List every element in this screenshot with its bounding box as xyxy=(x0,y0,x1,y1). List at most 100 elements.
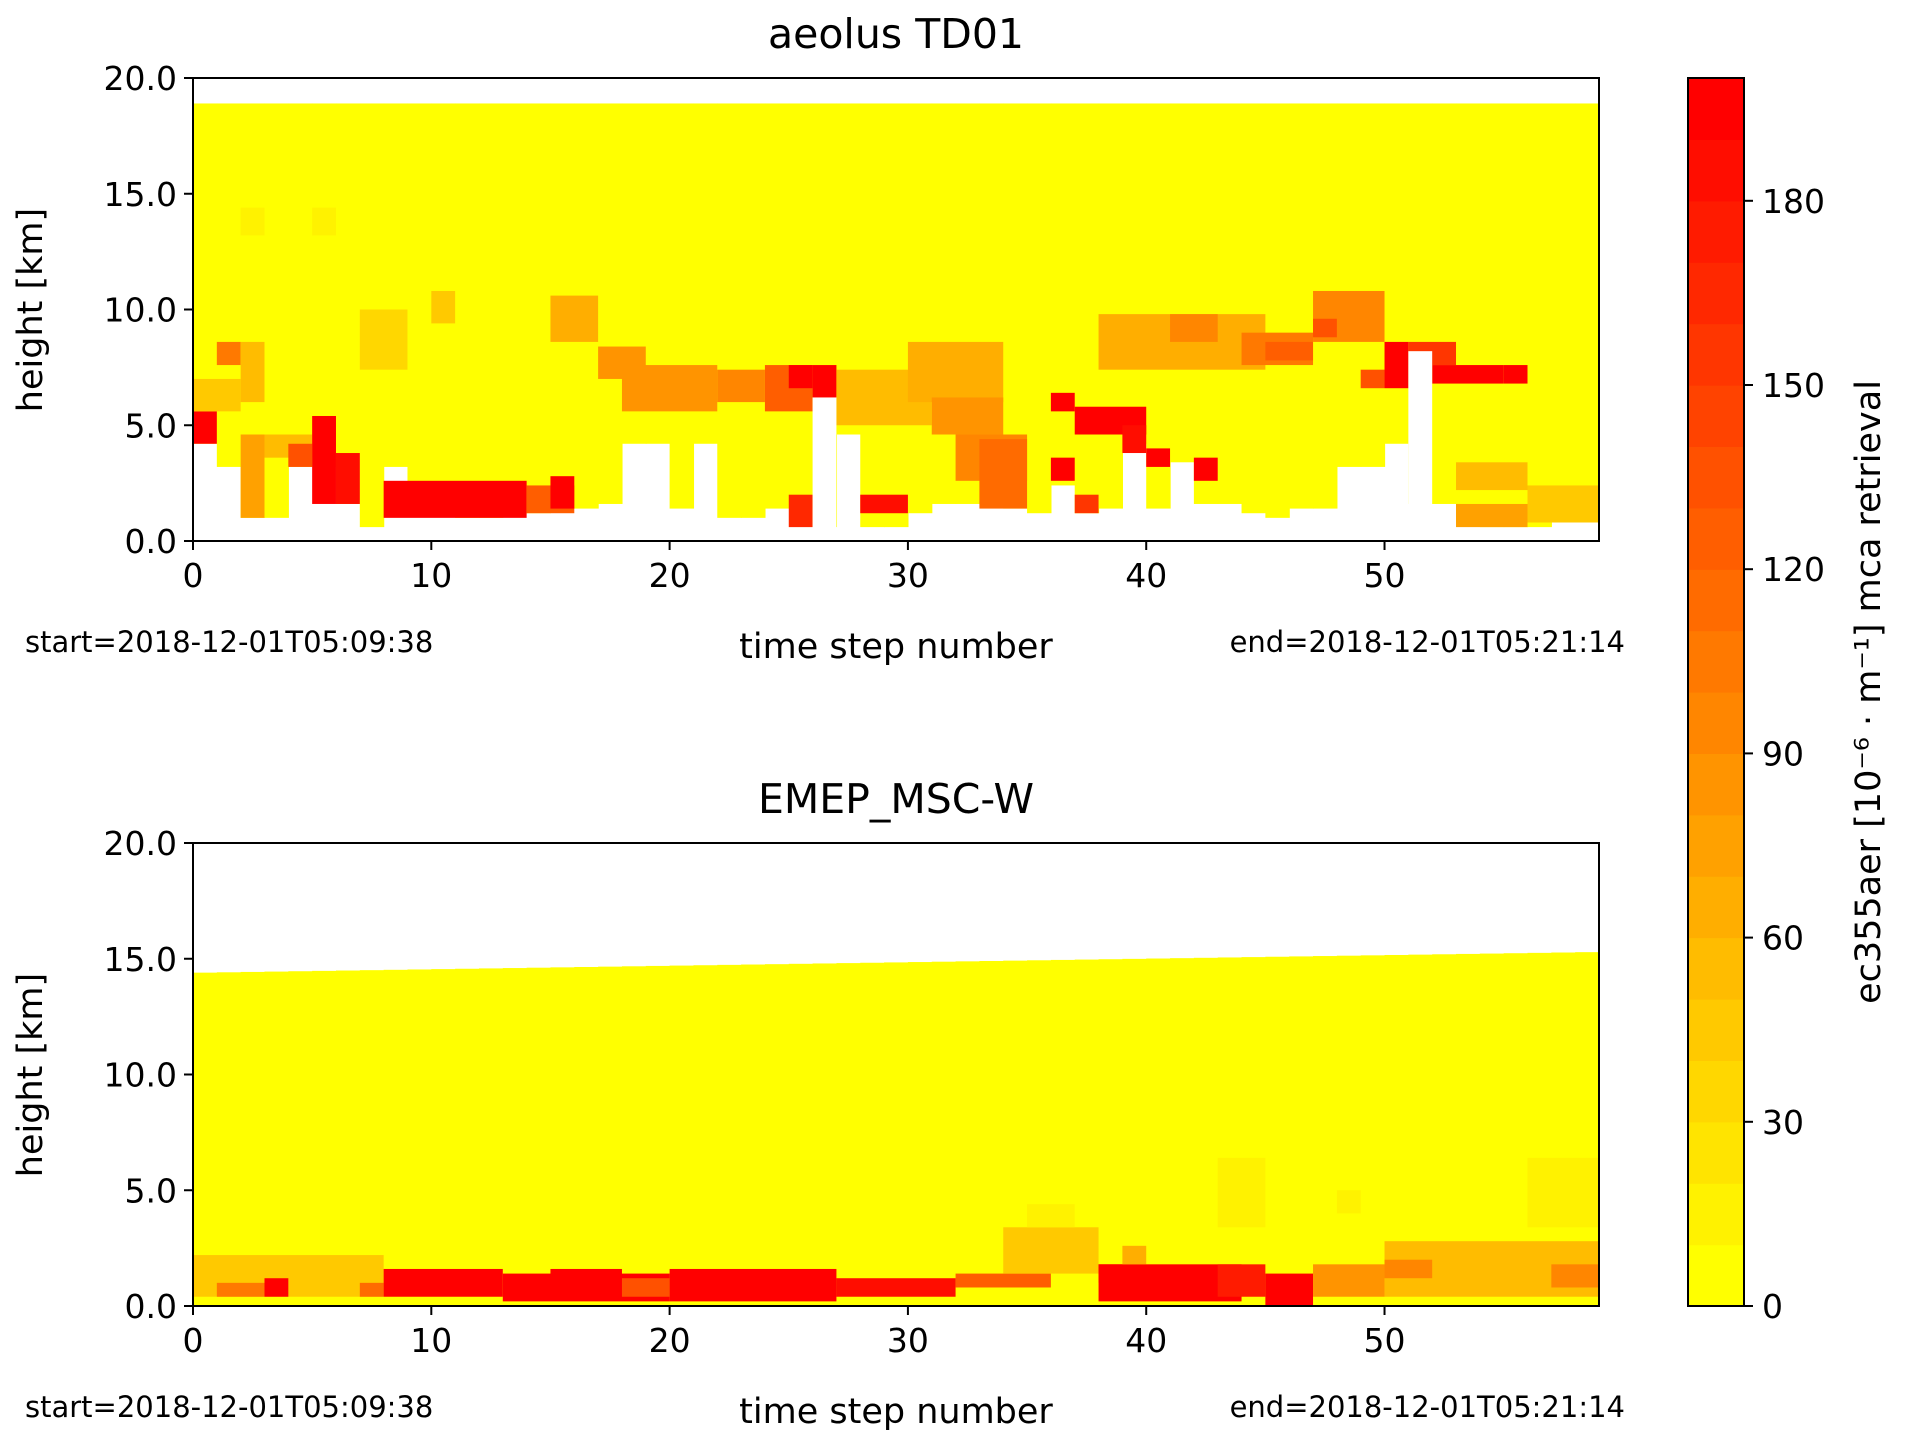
x-ticks: 0 10 20 30 40 50 xyxy=(183,541,1406,595)
end-time-label: end=2018-12-01T05:21:14 xyxy=(1230,1390,1625,1424)
y-ticks: 0.0 5.0 10.0 15.0 20.0 xyxy=(104,59,193,561)
heatmap-cell xyxy=(621,1278,670,1297)
heatmap-column xyxy=(693,965,718,1306)
heatmap-column xyxy=(502,968,528,1306)
heatmap-column xyxy=(312,970,337,1306)
colorbar-level xyxy=(1688,446,1744,509)
heatmap-column xyxy=(788,103,814,509)
colorbar-level xyxy=(1688,507,1744,570)
x-tick-label: 10 xyxy=(410,556,452,595)
heatmap-column xyxy=(264,971,289,1306)
colorbar-level xyxy=(1688,139,1744,202)
start-time-label: start=2018-12-01T05:09:38 xyxy=(25,625,433,659)
y-tick-label: 10.0 xyxy=(104,1056,177,1095)
heatmap-column xyxy=(884,962,909,1306)
heatmap-cell xyxy=(1384,1259,1433,1279)
x-ticks: 0 10 20 30 40 50 xyxy=(183,1306,1406,1360)
heatmap-cell xyxy=(1050,392,1075,412)
colorbar-level xyxy=(1688,569,1744,632)
heatmap-cell xyxy=(907,341,1004,403)
heatmap-cell xyxy=(1265,341,1314,361)
heatmap-column xyxy=(788,963,814,1306)
heatmap-column xyxy=(1098,959,1123,1306)
x-tick-label: 20 xyxy=(649,1321,691,1360)
x-tick-label: 40 xyxy=(1125,556,1167,595)
y-tick-label: 15.0 xyxy=(104,175,177,214)
heatmap-cell xyxy=(860,494,908,514)
y-axis-label: height [km] xyxy=(11,973,51,1177)
heatmap-cell xyxy=(1527,1157,1599,1228)
heatmap-column xyxy=(407,969,432,1306)
heatmap-column xyxy=(1551,103,1576,523)
colorbar-level xyxy=(1688,876,1744,939)
heatmap-cell xyxy=(1170,314,1218,342)
heatmap-column xyxy=(741,964,766,1306)
heatmap-cell xyxy=(717,369,765,403)
heatmap-column xyxy=(216,972,242,1306)
heatmap-cell xyxy=(1003,1227,1099,1274)
x-tick-label: 50 xyxy=(1364,556,1406,595)
heatmap-cell xyxy=(550,476,575,509)
heatmap-column xyxy=(335,103,361,504)
heatmap-column xyxy=(645,965,671,1306)
heatmap-column xyxy=(193,972,218,1306)
heatmap-cell xyxy=(1146,448,1171,467)
heatmap-cell xyxy=(1384,341,1409,389)
heatmap-column xyxy=(1098,103,1123,509)
heatmap-column xyxy=(1146,958,1171,1306)
x-tick-label: 30 xyxy=(887,556,929,595)
heatmap-column xyxy=(1241,103,1266,514)
x-tick-label: 40 xyxy=(1125,1321,1167,1360)
heatmap-column xyxy=(1360,103,1386,467)
heatmap-cell xyxy=(1122,1245,1147,1265)
end-time-label: end=2018-12-01T05:21:14 xyxy=(1230,625,1625,659)
heatmap-column xyxy=(1479,103,1505,528)
colorbar-tick-label: 150 xyxy=(1762,366,1825,405)
heatmap-cell xyxy=(931,397,1004,435)
colorbar-level xyxy=(1688,78,1744,140)
colorbar-label: ec355aer [10⁻⁶ · m⁻¹] mca retrieval xyxy=(1849,380,1889,1004)
heatmap-column xyxy=(1313,956,1338,1306)
heatmap-cell xyxy=(1432,365,1504,384)
heatmap-column xyxy=(1336,955,1362,1306)
heatmap-column xyxy=(1146,103,1171,509)
heatmap-cell xyxy=(1074,494,1099,514)
heatmap-cell xyxy=(288,443,313,467)
heatmap-column xyxy=(669,965,695,1306)
heatmap-column xyxy=(1217,103,1243,504)
heatmap-cell xyxy=(1503,365,1528,384)
y-axis-label: height [km] xyxy=(11,208,51,412)
colorbar-tick-label: 90 xyxy=(1762,734,1804,773)
heatmap-cell xyxy=(836,1278,956,1297)
heatmap-column xyxy=(1265,103,1290,518)
heatmap-column xyxy=(764,964,790,1306)
heatmap-column xyxy=(717,964,742,1306)
heatmap-gap xyxy=(812,397,837,541)
heatmap-column xyxy=(240,971,266,1306)
heatmap-cell xyxy=(240,434,265,518)
y-ticks: 0.0 5.0 10.0 15.0 20.0 xyxy=(104,824,193,1326)
x-tick-label: 30 xyxy=(887,1321,929,1360)
heatmap-cells xyxy=(193,103,1599,541)
heatmap-cell xyxy=(669,1268,837,1302)
colorbar-level xyxy=(1688,630,1744,693)
heatmap-column xyxy=(478,968,504,1306)
heatmap-column xyxy=(431,969,456,1306)
x-tick-label: 50 xyxy=(1364,1321,1406,1360)
heatmap-column xyxy=(526,967,552,1306)
heatmap-cell xyxy=(1313,1264,1385,1297)
colorbar-level xyxy=(1688,200,1744,263)
heatmap-column xyxy=(1432,103,1457,504)
heatmap-column xyxy=(931,961,957,1306)
heatmap-column xyxy=(812,963,838,1306)
heatmap-column xyxy=(741,103,766,518)
colorbar-level xyxy=(1688,1121,1744,1184)
heatmap-column xyxy=(1050,103,1076,486)
heatmap-column xyxy=(1193,957,1219,1306)
heatmap-column xyxy=(383,103,409,467)
heatmap-column xyxy=(717,103,742,518)
panel-title: EMEP_MSC-W xyxy=(758,775,1034,823)
heatmap-cell xyxy=(383,1268,503,1297)
heatmap-column xyxy=(1074,103,1100,514)
heatmap-column xyxy=(1289,956,1314,1306)
